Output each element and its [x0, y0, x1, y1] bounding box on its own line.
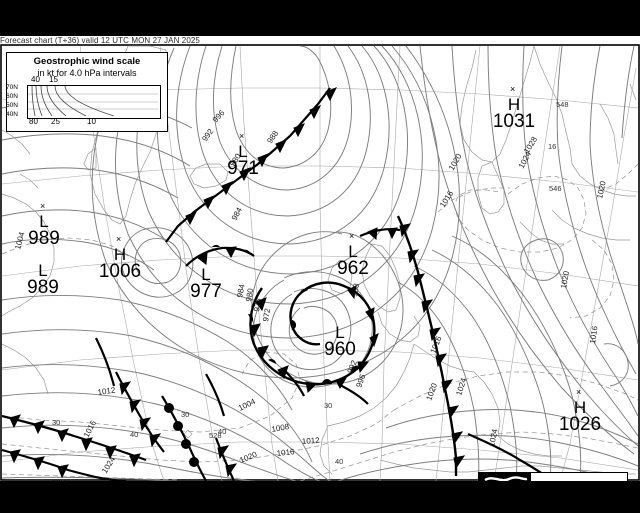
legend-wind-scale-graph	[27, 85, 161, 119]
pressure-centre-type: H	[113, 245, 127, 264]
thickness-label-546-1: 546	[549, 184, 562, 193]
pressure-centre-type: L	[39, 212, 49, 231]
pressure-centre-type: L	[348, 242, 358, 261]
isobar-label-1020-28: 1020	[595, 180, 608, 200]
cold-front-nw	[165, 87, 338, 243]
pressure-centre-value: 977	[190, 281, 222, 302]
thickness-label-40-5: 40	[218, 427, 226, 436]
pressure-centre-type: L	[335, 323, 345, 342]
graticule	[1, 45, 639, 481]
fronts	[1, 87, 555, 481]
thickness-label-40-8: 40	[335, 457, 343, 466]
pressure-centre-value: 1006	[98, 261, 142, 282]
isobar-label-1020-3: 1020	[52, 478, 71, 481]
pressure-centre-l-977: L 977	[180, 265, 232, 302]
pressure-centre-type: L	[38, 261, 48, 280]
thickness-label-30-4: 30	[52, 418, 60, 427]
legend-curves	[28, 85, 158, 117]
pressure-centre-value: 1026	[558, 414, 602, 435]
synoptic-chart-canvas: 1004101210161020102410289969929889849809…	[0, 44, 640, 481]
pressure-centre-l-989: L 989	[17, 261, 69, 298]
met-office-waves-icon	[484, 476, 528, 481]
isobar-label-996-17: 996	[354, 373, 367, 389]
met-office-logo-icon: Met Office	[479, 473, 531, 481]
thickness-contours	[1, 163, 639, 481]
pressure-centre-l-989: L 989	[18, 212, 70, 249]
centre-cross-marker-L-977: ×	[202, 254, 208, 264]
pressure-centre-value: 971	[227, 158, 259, 179]
isobar-label-1016-35: 1016	[588, 325, 599, 344]
pressure-centre-type: H	[507, 95, 521, 114]
pressure-centre-type: H	[573, 398, 587, 417]
thickness-label-528-2: 528	[209, 431, 222, 440]
pressure-centre-type: L	[238, 142, 248, 161]
isobar-label-1012-20: 1012	[302, 436, 321, 446]
thickness-label-16-9: 16	[548, 142, 556, 151]
cold-front-sw-3	[115, 371, 165, 453]
centre-cross-marker-L-962: ×	[349, 231, 355, 241]
legend-top-tick-15: 15	[49, 75, 58, 84]
legend-bottom-tick-10: 10	[87, 117, 96, 126]
isobar-label-1008-19: 1008	[271, 422, 291, 434]
cold-front-sw-2	[1, 448, 127, 481]
thickness-label-layer: 54654652830304040304016548	[52, 100, 569, 466]
legend-lat-40n: 40N	[6, 111, 18, 118]
thickness-label-40-6: 40	[130, 430, 138, 439]
isobar-label-1016-21: 1016	[276, 447, 295, 458]
legend-title: Geostrophic wind scale	[33, 56, 141, 67]
cold-front-atlantic	[396, 215, 466, 476]
isobar-label-972-14: 972	[261, 307, 272, 322]
pressure-centre-value: 962	[337, 258, 369, 279]
centre-cross-marker-H-1031: ×	[510, 84, 516, 94]
thickness-label-548-10: 548	[556, 100, 569, 109]
pressure-centre-value: 989	[28, 228, 60, 249]
pressure-centre-h-1006: H 1006	[94, 245, 146, 282]
legend-bottom-tick-25: 25	[51, 117, 60, 126]
chart-title: Forecast chart (T+36) valid 12 UTC MON 2…	[0, 36, 640, 46]
pressure-centre-l-960: L 960	[314, 323, 366, 360]
centre-cross-marker-H-1006: ×	[116, 234, 122, 244]
legend-lat-70n: 70N	[6, 84, 18, 91]
isobar-label-988-15: 988	[350, 282, 361, 297]
legend-top-tick-40: 40	[31, 75, 40, 84]
met-office-text-block: metoffice.gov.uk © Crown Copyright	[531, 473, 627, 481]
cold-front-sw-1	[1, 414, 147, 468]
cold-front-south	[214, 437, 238, 481]
pressure-centre-h-1026: H 1026	[554, 398, 606, 435]
legend-bottom-tick-80: 80	[29, 117, 38, 126]
pressure-centre-h-1031: H 1031	[488, 95, 540, 132]
met-office-attribution: Met Office metoffice.gov.uk © Crown Copy…	[478, 472, 628, 481]
geostrophic-wind-scale-legend: Geostrophic wind scale in kt for 4.0 hPa…	[6, 52, 168, 132]
pressure-centre-l-971: L 971	[217, 142, 269, 179]
pressure-centre-l-962: L 962	[327, 242, 379, 279]
isobar-label-1012-1: 1012	[97, 386, 116, 397]
isobar-label-980-12: 980	[244, 287, 255, 302]
pressure-centre-value: 989	[27, 277, 59, 298]
thickness-label-30-7: 30	[324, 401, 332, 410]
cold-front-scandinavia	[359, 227, 401, 241]
legend-subtitle: in kt for 4.0 hPa intervals	[37, 68, 137, 78]
legend-lat-60n: 60N	[6, 93, 18, 100]
legend-lat-50n: 50N	[6, 102, 18, 109]
thickness-label-30-3: 30	[181, 410, 189, 419]
centre-cross-marker-L-971: ×	[239, 131, 245, 141]
legend-latitude-labels: 70N 60N 50N 40N	[6, 84, 28, 120]
occluded-front-iceland	[185, 245, 255, 267]
centre-cross-marker-L-989: ×	[40, 201, 46, 211]
pressure-centre-value: 960	[324, 339, 356, 360]
isobar-label-1024-33: 1024	[487, 428, 500, 448]
pressure-centre-value: 1031	[492, 111, 536, 132]
map-svg: 1004101210161020102410289969929889849809…	[0, 44, 640, 481]
centre-cross-marker-H-1026: ×	[576, 387, 582, 397]
warm-front-sw	[161, 395, 207, 481]
isobar-label-984-11: 984	[235, 283, 247, 298]
coastlines	[1, 45, 637, 481]
isobar-label-1020-34: 1020	[559, 270, 571, 290]
pressure-centre-type: L	[201, 265, 211, 284]
isobar-label-976-13: 976	[252, 297, 263, 312]
